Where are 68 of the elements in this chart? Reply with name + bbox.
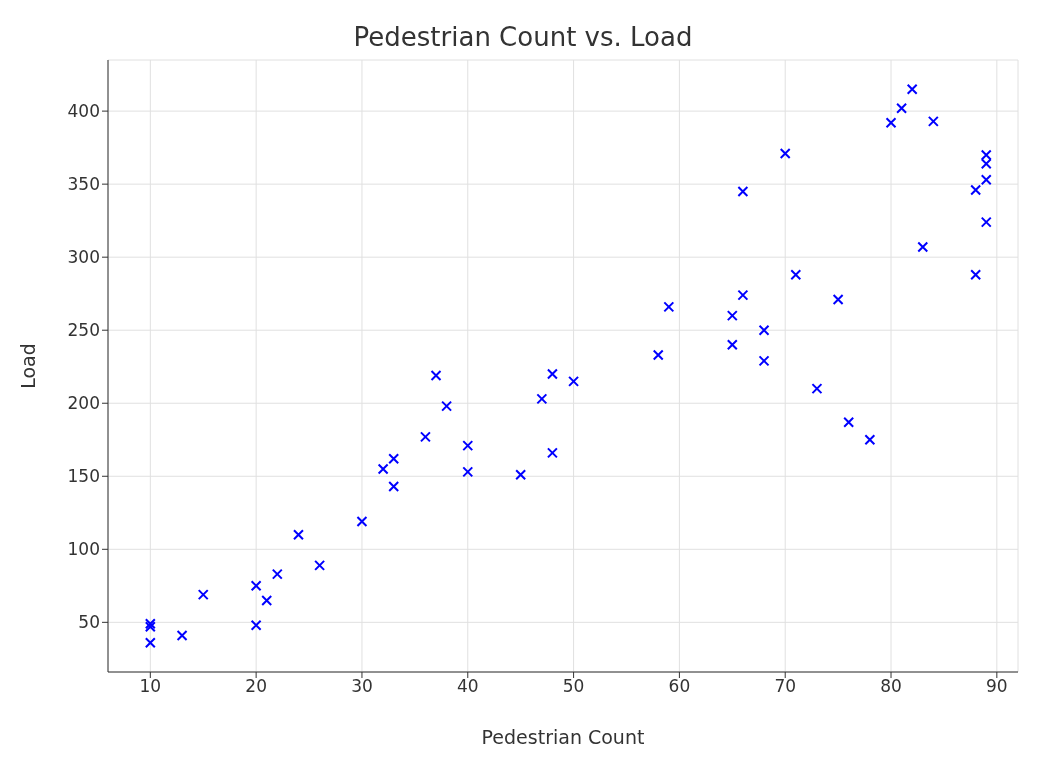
- point: [271, 568, 283, 580]
- point: [388, 481, 400, 492]
- point: [906, 83, 918, 95]
- y-tick-label: 250: [67, 320, 100, 341]
- y-tick-label: 300: [67, 247, 100, 268]
- point: [843, 416, 855, 428]
- point: [462, 440, 474, 452]
- x-tick-label: 30: [351, 676, 373, 697]
- point: [980, 149, 992, 161]
- point: [515, 469, 527, 481]
- x-tick-label: 40: [456, 676, 479, 697]
- point: [758, 324, 770, 336]
- point: [896, 102, 908, 114]
- point: [292, 529, 304, 541]
- point: [726, 310, 738, 322]
- point: [419, 431, 431, 443]
- chart-title: Pedestrian Count vs. Load: [352, 21, 694, 52]
- y-axis-title: Load: [16, 343, 39, 389]
- point: [927, 115, 939, 127]
- point: [250, 619, 262, 631]
- point: [462, 466, 474, 478]
- point: [652, 349, 664, 361]
- point: [568, 375, 580, 387]
- y-tick-label: 100: [67, 539, 100, 560]
- point: [546, 368, 558, 380]
- point: [197, 589, 209, 601]
- x-tick-label: 10: [139, 676, 162, 697]
- point: [663, 301, 675, 313]
- point: [970, 184, 982, 196]
- point: [737, 185, 749, 197]
- point: [430, 369, 442, 381]
- point: [726, 339, 738, 351]
- point: [917, 241, 929, 253]
- point: [980, 174, 992, 186]
- y-tick-label: 400: [67, 101, 100, 122]
- point: [737, 289, 749, 301]
- x-tick-label: 70: [774, 676, 797, 697]
- point: [779, 147, 791, 159]
- y-tick-label: 200: [67, 393, 100, 414]
- y-tick-label: 50: [78, 612, 100, 633]
- point: [832, 294, 844, 306]
- y-tick-label: 150: [67, 466, 100, 487]
- point: [314, 559, 326, 571]
- x-axis-title: Pedestrian Count: [481, 726, 645, 748]
- x-tick-label: 90: [986, 676, 1008, 697]
- point: [885, 117, 897, 129]
- point: [356, 516, 368, 528]
- point: [388, 453, 400, 465]
- point: [250, 580, 262, 592]
- point: [811, 383, 823, 395]
- x-tick-label: 80: [880, 676, 902, 697]
- x-tick-label: 20: [245, 676, 267, 697]
- y-tick-label: 350: [67, 174, 100, 195]
- point: [864, 434, 876, 446]
- point: [176, 629, 188, 641]
- point: [970, 269, 982, 281]
- point: [790, 269, 802, 281]
- x-tick-label: 50: [562, 676, 585, 697]
- point: [980, 216, 992, 228]
- point: [441, 400, 453, 412]
- point: [377, 463, 389, 475]
- point: [546, 447, 558, 459]
- point: [758, 355, 770, 367]
- point: [536, 393, 548, 405]
- point: [144, 637, 156, 649]
- x-tick-label: 60: [668, 676, 691, 697]
- point: [261, 594, 273, 606]
- point: [980, 158, 992, 170]
